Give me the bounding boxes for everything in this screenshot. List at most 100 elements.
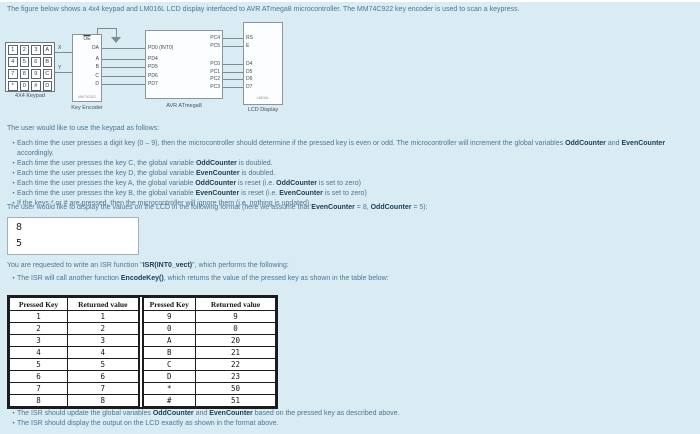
usage-bullet-list: • Each time the user presses a digit key … xyxy=(7,139,692,209)
pin-pc2: PC2 xyxy=(210,76,220,82)
keypad-key: 6 xyxy=(31,57,41,67)
pin-pd7: PD7 xyxy=(148,81,158,87)
wire-c-pd6 xyxy=(102,76,145,77)
table-row: C 22 xyxy=(142,358,276,371)
keypad-key: * xyxy=(8,81,18,91)
pin-pc4: PC4 xyxy=(210,35,220,41)
pin-rs: RS xyxy=(246,35,253,41)
display-heading: The user would like to display the value… xyxy=(7,204,428,211)
keypad-key: 5 xyxy=(19,57,29,67)
task-bullet-list: • The ISR will call another function Enco… xyxy=(7,274,692,284)
pin-pc0: PC0 xyxy=(210,61,220,67)
wire-a-pd4 xyxy=(102,59,145,60)
bullet-item: • The ISR will call another function Enco… xyxy=(7,274,692,284)
key-code-table-right: Pressed Key Returned value 9 9 0 0 A 20 B 21 C 22… xyxy=(141,297,276,407)
table-cell: 3 xyxy=(67,334,139,347)
table-cell: 1 xyxy=(67,310,139,323)
bullet-dot: • xyxy=(12,191,15,197)
table-cell: 2 xyxy=(67,322,139,335)
bullet-text: Each time the user presses the key A, th… xyxy=(17,180,361,187)
table-cell: 7 xyxy=(9,382,68,395)
table-cell: 8 xyxy=(67,394,139,407)
table-cell: 7 xyxy=(67,382,139,395)
wire-y-label: Y xyxy=(58,65,62,71)
bullet-item: • Each time the user presses a digit key … xyxy=(7,139,692,159)
lcd-line-2: 5 xyxy=(16,238,23,249)
table-cell: 21 xyxy=(195,346,276,359)
task-heading: You are requested to write an ISR functi… xyxy=(7,262,289,269)
pin-oe: OE xyxy=(83,36,91,42)
table-cell: 23 xyxy=(195,370,276,383)
table-cell: 0 xyxy=(195,322,276,335)
pin-pc1: PC1 xyxy=(210,69,220,75)
table-cell: A xyxy=(142,334,196,347)
pin-e: E xyxy=(246,43,250,49)
keypad-key: D xyxy=(42,81,52,91)
table-cell: 5 xyxy=(9,358,68,371)
pin-b: B xyxy=(95,64,99,70)
pin-d: D xyxy=(95,81,99,87)
keypad-key: 2 xyxy=(19,45,29,55)
bullet-text: If the keys * or # are pressed, then the… xyxy=(17,200,312,207)
bullet-dot: • xyxy=(12,411,15,417)
bullet-item: • If the keys * or # are pressed, then th… xyxy=(7,199,692,209)
encoder-chip-name: MM74C922 xyxy=(77,95,97,99)
bullet-dot: • xyxy=(12,171,15,177)
pin-pd6: PD6 xyxy=(148,73,158,79)
lcd-box xyxy=(243,22,283,105)
keypad-key: 1 xyxy=(8,45,18,55)
encoder-label: Key Encoder xyxy=(71,105,103,111)
bullet-dot: • xyxy=(12,276,15,282)
keypad-key: 4 xyxy=(8,57,18,67)
intro-text: The figure below shows a 4x4 keypad and … xyxy=(7,6,520,13)
wire-oe-down xyxy=(116,28,117,37)
pin-pd5: PD5 xyxy=(148,64,158,70)
table-cell: 0 xyxy=(142,322,196,335)
keypad-key: 3 xyxy=(31,45,41,55)
keypad-key: 7 xyxy=(8,69,18,79)
bullet-item: • Each time the user presses the key C, t… xyxy=(7,159,692,169)
table-body-right: 9 9 0 0 A 20 B 21 C 22 D 23 * 50 #51 xyxy=(142,310,276,407)
wire-pc1-d5 xyxy=(223,72,243,73)
table-cell: 4 xyxy=(67,346,139,359)
wire-oe-across xyxy=(97,28,117,29)
keypad-label: 4X4 Keypad xyxy=(15,93,45,99)
table-cell: 5 xyxy=(67,358,139,371)
bullet-item: • Each time the user presses the key B, t… xyxy=(7,189,692,199)
table-cell: 9 xyxy=(195,310,276,323)
keypad-key: 8 xyxy=(19,69,29,79)
bullet-text: Each time the user presses the key B, th… xyxy=(17,190,367,197)
bullet-dot: • xyxy=(12,421,15,427)
table-cell: 50 xyxy=(195,382,276,395)
pin-pc5: PC5 xyxy=(210,43,220,49)
lcd-chip-name: LM016L xyxy=(256,96,270,100)
table-cell: 22 xyxy=(195,358,276,371)
wire-x-label: X xyxy=(58,45,62,51)
table-row: #51 xyxy=(142,394,276,407)
circuit-figure: 1 2 3 A 4 5 6 B 7 8 9 C * 0 # D 4X4 Keypad X Y OE DA A … xyxy=(0,0,310,125)
bullet-text: Each time the user presses the key C, th… xyxy=(17,160,273,167)
col-header-returned-value: Returned value xyxy=(67,297,139,311)
bullet-text: The ISR will call another function Encod… xyxy=(17,275,389,282)
mcu-label: AVR ATmega8 xyxy=(166,103,202,109)
table-cell: 9 xyxy=(142,310,196,323)
wire-pc5-e xyxy=(223,46,243,47)
key-encoder-box xyxy=(72,34,102,102)
wire-pc4-rs xyxy=(223,38,243,39)
wire-d-pd7 xyxy=(102,84,145,85)
pin-pd4: PD4 xyxy=(148,56,158,62)
keypad-key: B xyxy=(42,57,52,67)
bullet-dot: • xyxy=(12,161,15,167)
table-cell: 3 xyxy=(9,334,68,347)
